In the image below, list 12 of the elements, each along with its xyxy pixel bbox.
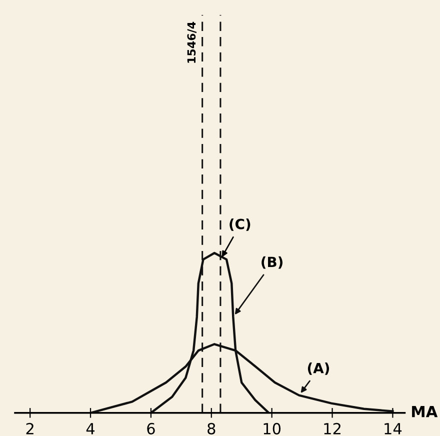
series-label: (A) <box>308 362 330 375</box>
text: 1546/4 <box>187 22 197 63</box>
x-tick-label: 8 <box>208 422 216 434</box>
x-tick-label: 12 <box>324 422 340 434</box>
x-tick-label: 6 <box>147 422 155 434</box>
x-axis-title: MA <box>412 406 438 418</box>
x-tick-label: 2 <box>26 422 34 434</box>
x-tick-label: 10 <box>264 422 281 434</box>
text: (B) <box>262 256 282 269</box>
ref-line-label: (C) <box>230 218 250 231</box>
x-tick-label: 14 <box>384 423 402 434</box>
x-tick-label: 4 <box>86 423 95 434</box>
